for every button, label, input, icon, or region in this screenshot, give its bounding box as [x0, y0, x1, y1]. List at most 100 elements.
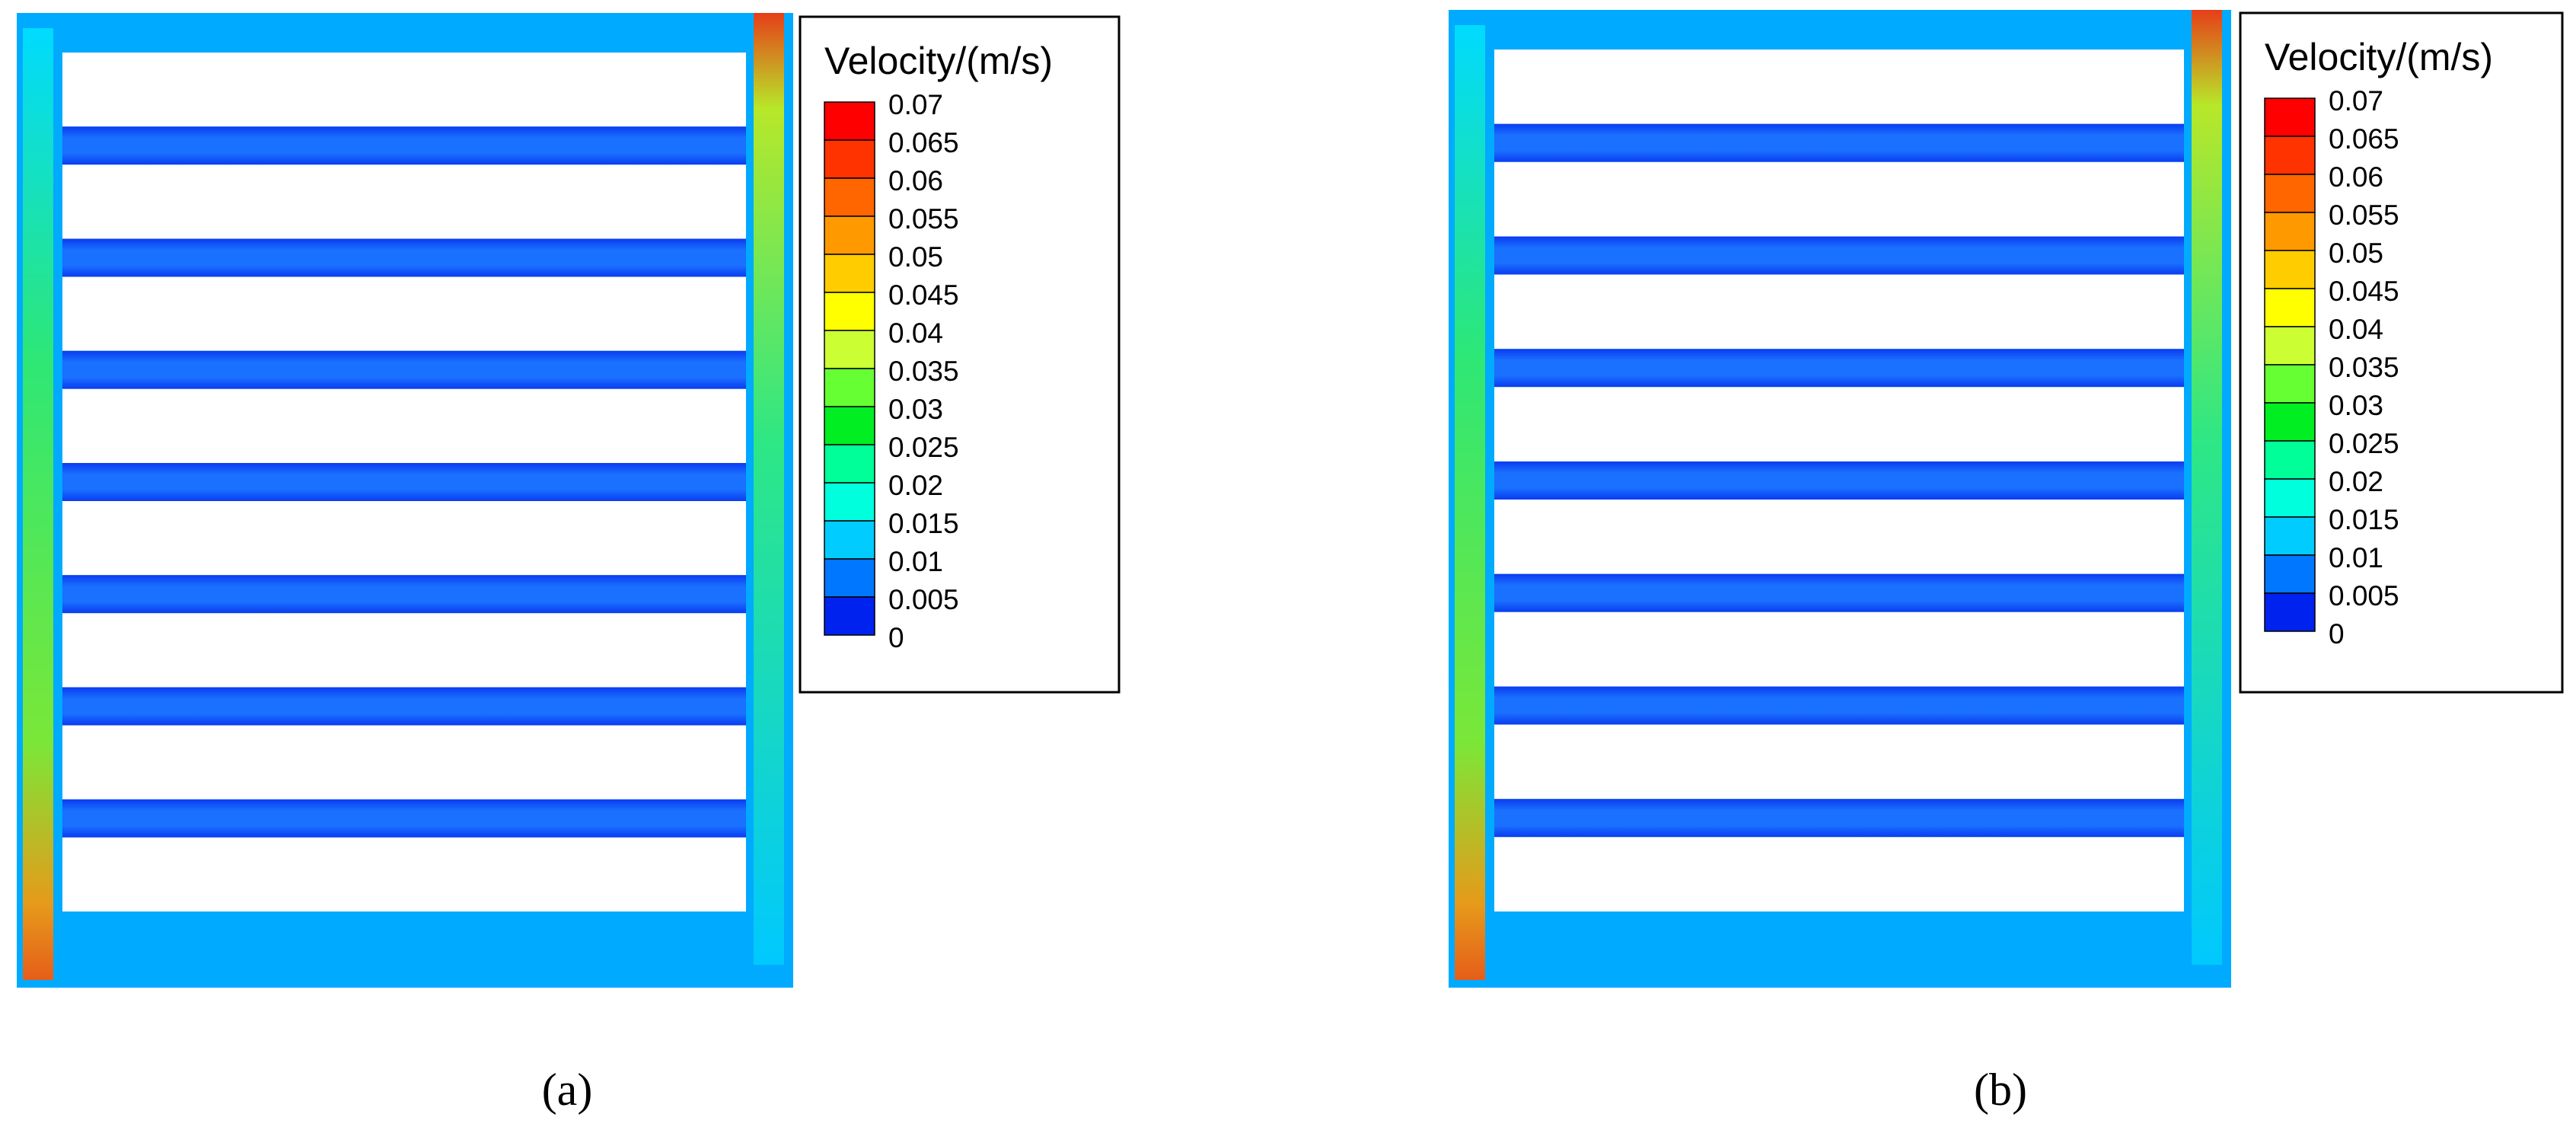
- channel: [62, 501, 746, 576]
- legend-level: 0.005: [888, 584, 959, 615]
- legend-level: 0.07: [2329, 85, 2383, 117]
- channel-band: [62, 575, 746, 614]
- channel: [62, 388, 746, 463]
- legend-level: 0.02: [888, 470, 943, 501]
- channel: [62, 725, 746, 800]
- color-swatch: [2264, 364, 2316, 404]
- channel-band: [1494, 349, 2184, 388]
- channel: [1494, 611, 2184, 687]
- color-swatch: [824, 254, 875, 293]
- channel: [1494, 724, 2184, 800]
- color-swatch: [824, 101, 875, 141]
- legend-title: Velocity/(m/s): [824, 40, 1053, 82]
- panel-caption: (a): [542, 1065, 593, 1115]
- color-swatch: [824, 444, 875, 484]
- color-swatch: [824, 596, 875, 636]
- channel: [1494, 837, 2184, 912]
- channel-band: [1494, 236, 2184, 275]
- inlet-manifold: [23, 28, 53, 980]
- channel: [62, 276, 746, 351]
- channel-band: [1494, 123, 2184, 162]
- legend-level: 0.06: [888, 165, 943, 196]
- color-swatch: [2264, 250, 2316, 289]
- channel: [1494, 500, 2184, 574]
- channel-band: [62, 126, 746, 165]
- legend-level: 0.055: [2329, 200, 2399, 231]
- legend-level: 0.035: [2329, 352, 2399, 383]
- legend-level: 0.045: [888, 279, 959, 311]
- channel-band: [1494, 573, 2184, 612]
- legend-level: 0.065: [2329, 123, 2399, 155]
- color-swatch: [824, 139, 875, 179]
- channel-band: [62, 350, 746, 389]
- channel: [62, 164, 746, 239]
- inlet-manifold: [1455, 25, 1485, 980]
- channel: [1494, 161, 2184, 237]
- channel-band: [62, 799, 746, 838]
- legend: Velocity/(m/s) 0.07 0.065 0.06 0.055 0.05 0.04…: [799, 15, 1121, 694]
- color-swatch: [824, 330, 875, 369]
- color-swatch: [2264, 174, 2316, 213]
- legend-level: 0.015: [888, 508, 959, 539]
- legend-level: 0.025: [888, 432, 959, 463]
- color-swatch: [2264, 516, 2316, 556]
- legend-level: 0.055: [888, 203, 959, 235]
- color-swatch: [2264, 97, 2316, 137]
- legend-level: 0.02: [2329, 466, 2383, 497]
- color-swatch: [2264, 592, 2316, 632]
- legend-level: 0.04: [888, 318, 943, 349]
- channel-band: [1494, 461, 2184, 500]
- color-swatch: [824, 520, 875, 560]
- velocity-field: [17, 13, 793, 988]
- legend-level: 0.03: [2329, 390, 2383, 421]
- color-swatch: [2264, 136, 2316, 175]
- legend-title: Velocity/(m/s): [2265, 36, 2493, 78]
- legend-level: 0.04: [2329, 314, 2383, 345]
- outlet-manifold: [2192, 10, 2222, 965]
- channel-band: [62, 238, 746, 277]
- channel: [1494, 387, 2184, 461]
- color-swatch: [2264, 288, 2316, 327]
- legend-level: 0: [2329, 618, 2345, 650]
- legend-level: 0.06: [2329, 161, 2383, 193]
- channel: [1494, 49, 2184, 124]
- channel-band: [1494, 799, 2184, 838]
- color-swatch: [2264, 478, 2316, 518]
- color-swatch: [824, 482, 875, 522]
- legend-level: 0.035: [888, 356, 959, 387]
- color-swatch: [824, 292, 875, 331]
- legend-level: 0.01: [2329, 542, 2383, 573]
- legend-level: 0.025: [2329, 428, 2399, 459]
- legend-level: 0.045: [2329, 276, 2399, 307]
- channel: [62, 613, 746, 688]
- outlet-manifold: [754, 13, 784, 965]
- channel-band: [62, 687, 746, 726]
- channel-band: [62, 463, 746, 501]
- color-swatch: [2264, 402, 2316, 442]
- panel-caption: (b): [1974, 1065, 2027, 1115]
- color-swatch: [824, 368, 875, 407]
- panel: Velocity/(m/s) 0.07 0.065 0.06 0.055 0.05 0.04…: [17, 13, 1121, 1115]
- color-swatch: [824, 177, 875, 217]
- legend-level: 0.03: [888, 394, 943, 425]
- channel-band: [1494, 686, 2184, 725]
- color-swatch: [824, 406, 875, 445]
- velocity-field: [1449, 10, 2231, 988]
- color-swatch: [2264, 212, 2316, 251]
- channel: [62, 837, 746, 912]
- legend-level: 0.07: [888, 89, 943, 120]
- legend-level: 0.05: [2329, 238, 2383, 269]
- legend-level: 0.065: [888, 127, 959, 158]
- color-swatch: [2264, 554, 2316, 594]
- channel: [62, 53, 746, 127]
- panel: Velocity/(m/s) 0.07 0.065 0.06 0.055 0.05 0.04…: [1449, 10, 2564, 1115]
- legend-level: 0.005: [2329, 580, 2399, 611]
- legend-level: 0.05: [888, 241, 943, 273]
- legend-level: 0.015: [2329, 504, 2399, 535]
- color-swatch: [2264, 326, 2316, 366]
- legend-level: 0.01: [888, 546, 943, 577]
- color-swatch: [824, 216, 875, 255]
- color-swatch: [824, 558, 875, 598]
- color-swatch: [2264, 440, 2316, 480]
